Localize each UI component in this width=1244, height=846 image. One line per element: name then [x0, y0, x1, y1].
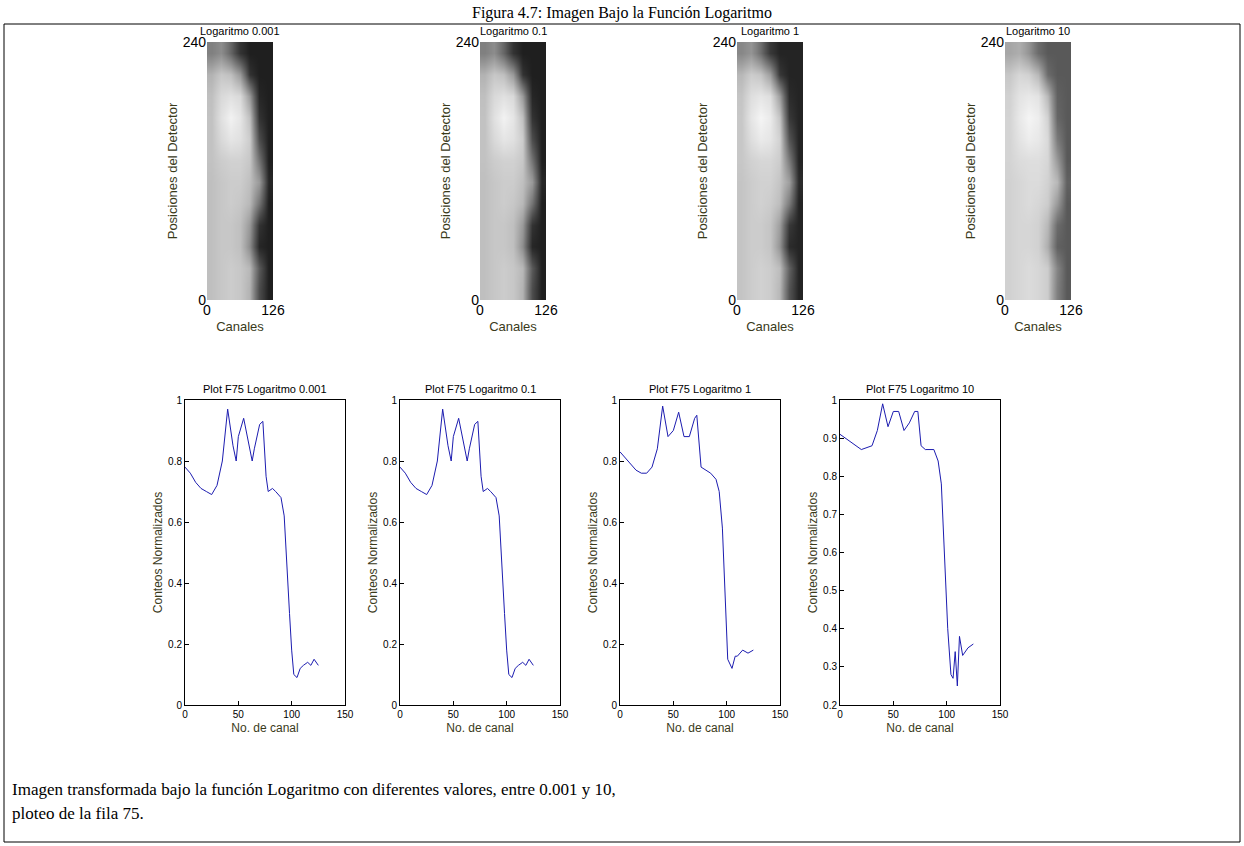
- svg-text:0.6: 0.6: [823, 547, 837, 558]
- svg-text:Canales: Canales: [1014, 319, 1062, 334]
- svg-text:100: 100: [718, 709, 735, 720]
- svg-text:1: 1: [831, 395, 837, 406]
- svg-text:0.6: 0.6: [168, 517, 182, 528]
- svg-text:Posiciones del Detector: Posiciones del Detector: [438, 102, 453, 239]
- svg-text:1: 1: [391, 395, 397, 406]
- svg-text:0: 0: [611, 700, 617, 711]
- svg-text:0.9: 0.9: [823, 433, 837, 444]
- svg-text:50: 50: [233, 709, 245, 720]
- svg-text:0: 0: [203, 302, 211, 318]
- svg-text:Canales: Canales: [216, 319, 264, 334]
- svg-text:0: 0: [617, 709, 623, 720]
- svg-text:0.4: 0.4: [823, 623, 837, 634]
- svg-text:0: 0: [471, 292, 479, 308]
- svg-text:0: 0: [397, 709, 403, 720]
- svg-text:0.4: 0.4: [168, 578, 182, 589]
- svg-text:0: 0: [733, 302, 741, 318]
- svg-text:Logaritmo 0.001: Logaritmo 0.001: [200, 25, 280, 37]
- svg-text:Conteos Normalizados: Conteos Normalizados: [586, 492, 600, 613]
- svg-text:0: 0: [391, 700, 397, 711]
- svg-text:Imagen transformada bajo la fu: Imagen transformada bajo la función Loga…: [12, 780, 616, 799]
- svg-text:240: 240: [713, 34, 737, 50]
- svg-text:126: 126: [534, 302, 558, 318]
- svg-text:0.2: 0.2: [823, 700, 837, 711]
- svg-text:0.6: 0.6: [383, 517, 397, 528]
- svg-text:No. de canal: No. de canal: [446, 721, 513, 735]
- svg-text:Posiciones del Detector: Posiciones del Detector: [963, 102, 978, 239]
- svg-text:Posiciones del Detector: Posiciones del Detector: [165, 102, 180, 239]
- svg-text:150: 150: [337, 709, 354, 720]
- svg-text:Conteos Normalizados: Conteos Normalizados: [366, 492, 380, 613]
- svg-text:0.4: 0.4: [603, 578, 617, 589]
- svg-text:No. de canal: No. de canal: [886, 721, 953, 735]
- svg-text:Posiciones del Detector: Posiciones del Detector: [695, 102, 710, 239]
- svg-text:Logaritmo 1: Logaritmo 1: [741, 25, 799, 37]
- svg-text:0.2: 0.2: [168, 639, 182, 650]
- svg-text:0.6: 0.6: [603, 517, 617, 528]
- svg-text:0: 0: [476, 302, 484, 318]
- svg-text:Logaritmo 0.1: Logaritmo 0.1: [480, 25, 547, 37]
- svg-text:0: 0: [996, 292, 1004, 308]
- svg-text:50: 50: [668, 709, 680, 720]
- svg-text:Plot F75 Logaritmo 0.1: Plot F75 Logaritmo 0.1: [425, 383, 536, 395]
- svg-text:Conteos Normalizados: Conteos Normalizados: [151, 492, 165, 613]
- svg-text:50: 50: [888, 709, 900, 720]
- svg-text:0: 0: [837, 709, 843, 720]
- svg-text:126: 126: [261, 302, 285, 318]
- svg-text:Canales: Canales: [746, 319, 794, 334]
- svg-text:0: 0: [198, 292, 206, 308]
- svg-text:126: 126: [791, 302, 815, 318]
- svg-text:0.4: 0.4: [383, 578, 397, 589]
- svg-text:0.5: 0.5: [823, 585, 837, 596]
- svg-text:No. de canal: No. de canal: [666, 721, 733, 735]
- svg-text:Logaritmo 10: Logaritmo 10: [1006, 25, 1070, 37]
- svg-text:100: 100: [498, 709, 515, 720]
- svg-text:100: 100: [938, 709, 955, 720]
- svg-text:0.2: 0.2: [603, 639, 617, 650]
- svg-text:0.7: 0.7: [823, 509, 837, 520]
- svg-text:No. de canal: No. de canal: [231, 721, 298, 735]
- svg-text:0: 0: [176, 700, 182, 711]
- svg-text:150: 150: [552, 709, 569, 720]
- svg-text:0.2: 0.2: [383, 639, 397, 650]
- svg-text:Plot F75 Logaritmo 10: Plot F75 Logaritmo 10: [866, 383, 974, 395]
- svg-text:240: 240: [183, 34, 207, 50]
- svg-text:0.8: 0.8: [603, 456, 617, 467]
- svg-text:150: 150: [992, 709, 1009, 720]
- svg-text:Plot F75 Logaritmo 0.001: Plot F75 Logaritmo 0.001: [203, 383, 327, 395]
- svg-text:0.8: 0.8: [168, 456, 182, 467]
- svg-text:0: 0: [728, 292, 736, 308]
- svg-text:Figura 4.7: Imagen Bajo la Fun: Figura 4.7: Imagen Bajo la Función Logar…: [472, 4, 772, 22]
- svg-text:Plot F75 Logaritmo 1: Plot F75 Logaritmo 1: [649, 383, 751, 395]
- svg-text:240: 240: [456, 34, 480, 50]
- svg-text:0: 0: [1001, 302, 1009, 318]
- svg-text:150: 150: [772, 709, 789, 720]
- svg-text:0.3: 0.3: [823, 661, 837, 672]
- svg-text:0.8: 0.8: [383, 456, 397, 467]
- svg-text:1: 1: [611, 395, 617, 406]
- svg-text:50: 50: [448, 709, 460, 720]
- svg-text:0.8: 0.8: [823, 471, 837, 482]
- svg-text:Conteos Normalizados: Conteos Normalizados: [806, 492, 820, 613]
- svg-text:ploteo de la fila 75.: ploteo de la fila 75.: [12, 804, 144, 823]
- svg-text:126: 126: [1059, 302, 1083, 318]
- svg-text:240: 240: [981, 34, 1005, 50]
- svg-text:Canales: Canales: [489, 319, 537, 334]
- svg-text:100: 100: [283, 709, 300, 720]
- svg-text:1: 1: [176, 395, 182, 406]
- svg-text:0: 0: [182, 709, 188, 720]
